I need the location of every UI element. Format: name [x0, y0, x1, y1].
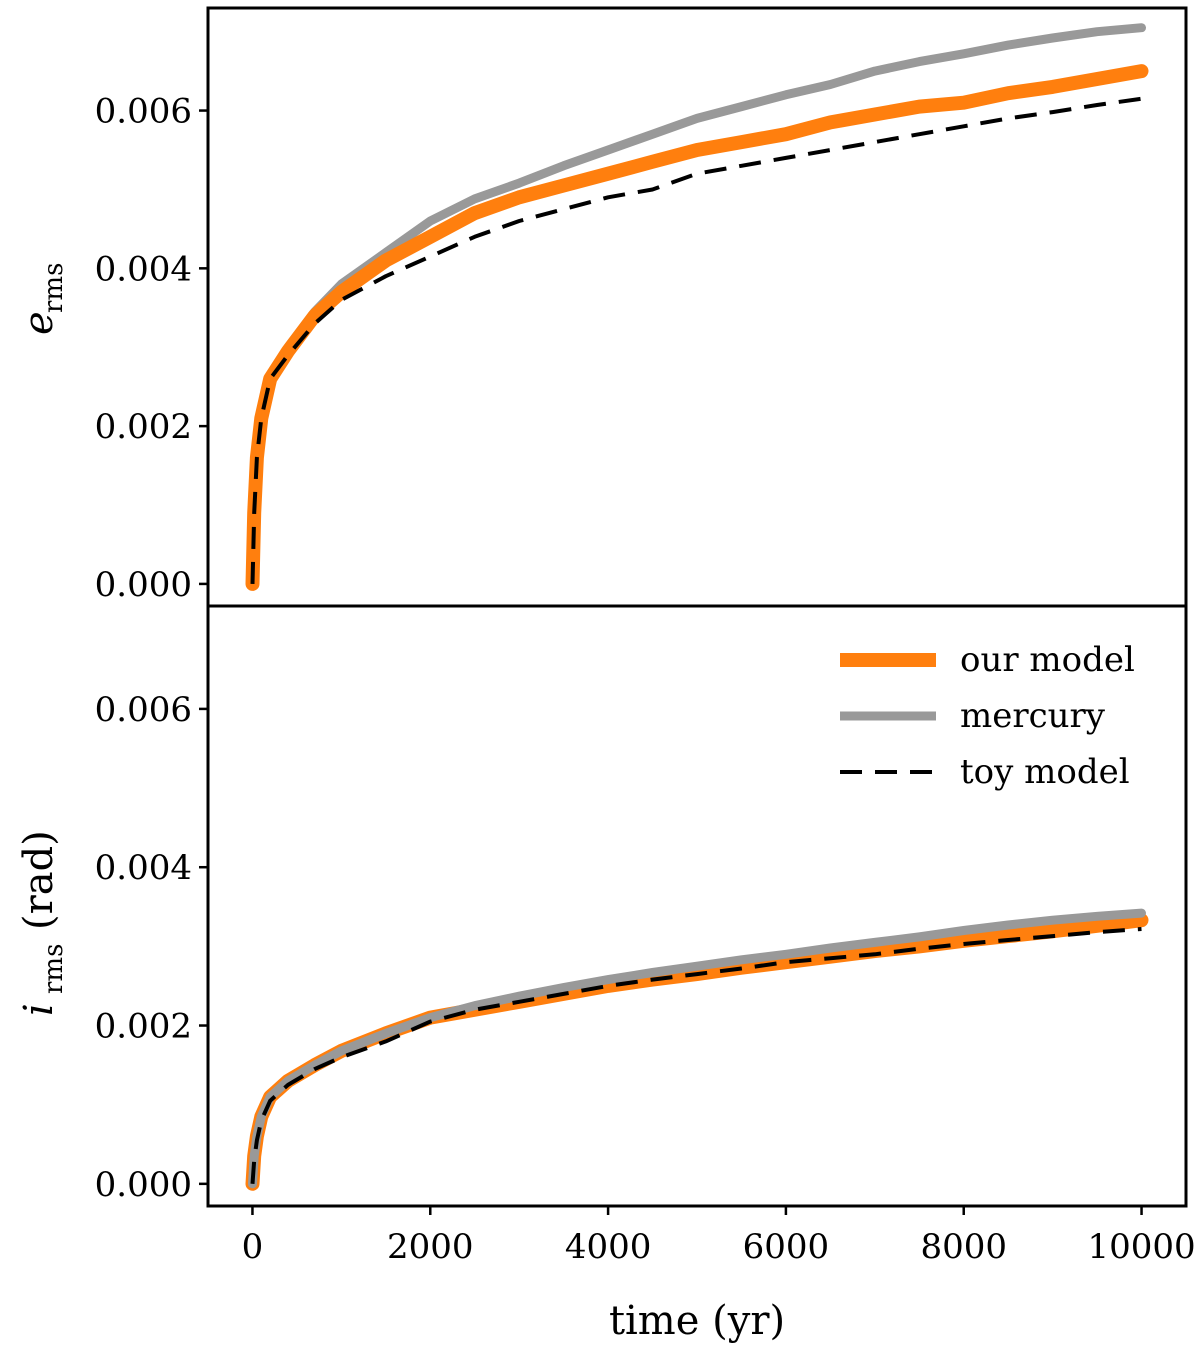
bottom-y-axis-label: i rms (rad) [16, 830, 69, 1016]
top-ytick-label: 0.004 [95, 249, 192, 289]
panel-top-eccentricity: 0.000 0.002 0.004 0.006 e rms [16, 6, 1188, 608]
bottom-ylabel-suffix: (rad) [16, 830, 62, 930]
bottom-xtick-label: 10000 [1087, 1227, 1195, 1267]
bottom-xtick-label: 8000 [920, 1227, 1007, 1267]
bottom-x-ticks: 0 2000 4000 6000 8000 10000 [242, 1206, 1196, 1267]
panel-bottom-inclination: 0.000 0.002 0.004 0.006 0 2000 4000 6000 8000 10… [16, 604, 1196, 1344]
top-ylabel-sub: rms [39, 263, 69, 313]
top-y-axis-label: e rms [16, 263, 69, 335]
bottom-ytick-label: 0.002 [95, 1007, 192, 1047]
x-axis-label: time (yr) [609, 1298, 785, 1344]
legend-label-mercury: mercury [960, 696, 1106, 736]
top-ytick-label: 0.006 [95, 92, 192, 132]
bottom-y-ticks: 0.000 0.002 0.004 0.006 [95, 690, 208, 1205]
bottom-series-mercury [248, 908, 1146, 1189]
bottom-axes-frame [206, 604, 1188, 1208]
top-ylabel-main: e [16, 311, 62, 335]
bottom-xtick-label: 4000 [565, 1227, 652, 1267]
top-ytick-label: 0.002 [95, 407, 192, 447]
bottom-xtick-label: 0 [242, 1227, 264, 1267]
bottom-ytick-label: 0.006 [95, 690, 192, 730]
bottom-series [245, 908, 1149, 1191]
top-series [245, 23, 1149, 591]
top-ytick-label: 0.000 [95, 565, 192, 605]
bottom-ylabel-main: i [16, 1003, 62, 1016]
bottom-xtick-label: 2000 [387, 1227, 474, 1267]
top-y-ticks: 0.000 0.002 0.004 0.006 [95, 92, 208, 605]
bottom-series-toy-model [250, 927, 1142, 1184]
bottom-ylabel-sub: rms [39, 944, 69, 994]
bottom-ytick-label: 0.000 [95, 1165, 192, 1205]
top-series-toy-model [250, 96, 1142, 584]
legend: our model mercury toy model [840, 640, 1135, 792]
bottom-ytick-label: 0.004 [95, 848, 192, 888]
legend-label-toy-model: toy model [960, 752, 1130, 792]
legend-label-our-model: our model [960, 640, 1135, 680]
bottom-xtick-label: 6000 [743, 1227, 830, 1267]
